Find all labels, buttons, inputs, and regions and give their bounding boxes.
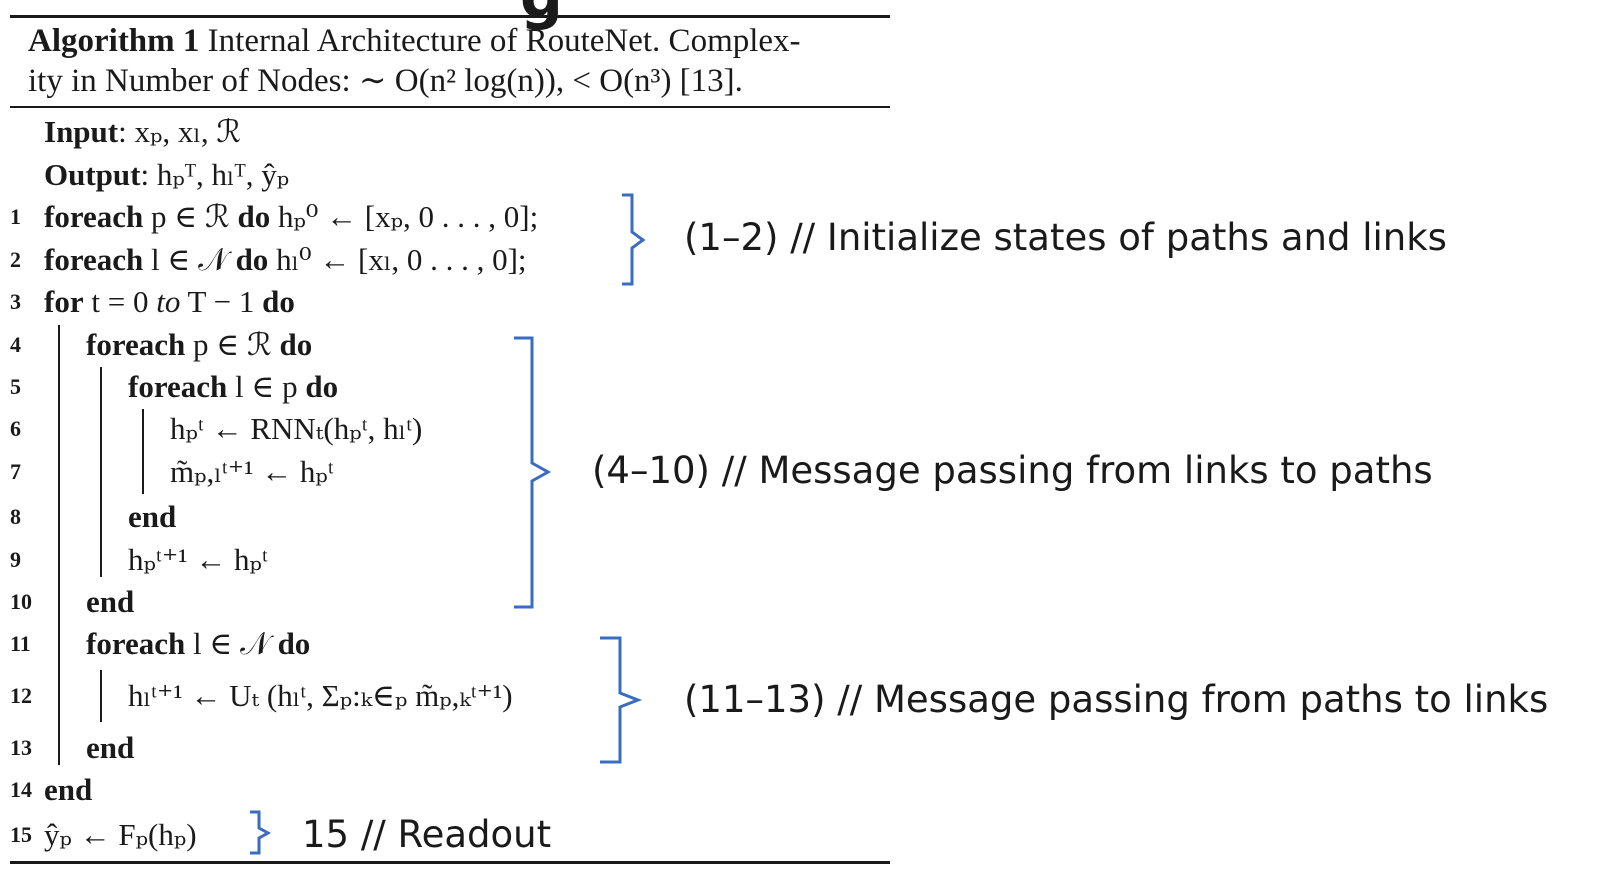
line-number: 4 [10,332,21,357]
algo-line-12: hₗᵗ⁺¹ ← Uₜ (hₗᵗ, Σₚ:ₖ∈ₚ m̃ₚ,ₖᵗ⁺¹) [128,678,513,713]
input-label: Input [44,114,119,149]
brace-lines-11-13 [600,636,643,764]
annotation-init: (1–2) // Initialize states of paths and … [684,216,1447,259]
algo-line-5: foreach l ∈ p do [128,369,339,404]
caption-text-1: Internal Architecture of RouteNet. Compl… [207,23,801,59]
algorithm-caption-line1: Algorithm 1 Internal Architecture of Rou… [28,20,801,62]
line-number: 5 [10,374,21,399]
caption-text-2: ity in Number of Nodes: ∼ O(n² log(n)), … [28,63,743,99]
line-number: 15 [10,822,32,847]
line-number: 9 [10,547,21,572]
block-bar-outer-for [58,325,60,765]
block-bar-foreach-link [100,670,102,722]
algo-line-10: end [86,584,135,619]
algo-line-14: end [44,772,93,807]
line-number: 2 [10,247,21,272]
algo-line-13: end [86,730,135,765]
block-bar-foreach-link-in-path [142,409,144,494]
brace-lines-4-10 [514,336,552,609]
brace-line-15 [250,810,272,855]
line-number: 3 [10,289,21,314]
algorithm-caption-line2: ity in Number of Nodes: ∼ O(n² log(n)), … [28,60,743,102]
line-number: 10 [10,589,32,614]
output-label: Output [44,157,141,192]
algo-line-9: hₚᵗ⁺¹ ← hₚᵗ [128,542,268,577]
output-line: Output: hₚᵀ, hₗᵀ, ŷₚ [44,155,289,195]
brace-lines-1-2 [622,193,646,286]
algo-line-3: for t = 0 to T − 1 do [44,284,295,319]
input-line: Input: xₚ, xₗ, ℛ [44,112,241,152]
algo-line-4: foreach p ∈ ℛ do [86,327,313,362]
line-number: 7 [10,459,21,484]
algo-line-2: foreach l ∈ 𝒩 do hₗ⁰ ← [xₗ, 0 . . . , 0]… [44,242,527,277]
annotation-paths-to-links: (11–13) // Message passing from paths to… [684,678,1549,721]
annotation-readout: 15 // Readout [302,813,552,856]
algo-line-7: m̃ₚ,ₗᵗ⁺¹ ← hₚᵗ [170,454,334,489]
line-number: 1 [10,204,21,229]
algo-line-11: foreach l ∈ 𝒩 do [86,626,311,661]
block-bar-foreach-path [100,367,102,577]
bottom-rule [10,861,890,864]
algo-line-15: ŷₚ ← Fₚ(hₚ) [44,817,197,852]
output-value: : hₚᵀ, hₗᵀ, ŷₚ [140,157,290,192]
input-value: : xₚ, xₗ, ℛ [118,114,242,149]
line-number: 12 [10,683,32,708]
algorithm-label: Algorithm 1 [28,23,200,59]
line-number: 6 [10,416,21,441]
annotation-links-to-paths: (4–10) // Message passing from links to … [592,449,1433,492]
algo-line-8: end [128,499,177,534]
line-number: 13 [10,735,32,760]
line-number: 11 [10,631,31,656]
top-rule [10,15,890,18]
algo-line-6: hₚᵗ ← RNNₜ(hₚᵗ, hₗᵗ) [170,411,423,446]
algo-line-1: foreach p ∈ ℛ do hₚ⁰ ← [xₚ, 0 . . . , 0]… [44,199,539,234]
line-number: 14 [10,777,32,802]
line-number: 8 [10,504,21,529]
caption-rule [10,106,890,108]
